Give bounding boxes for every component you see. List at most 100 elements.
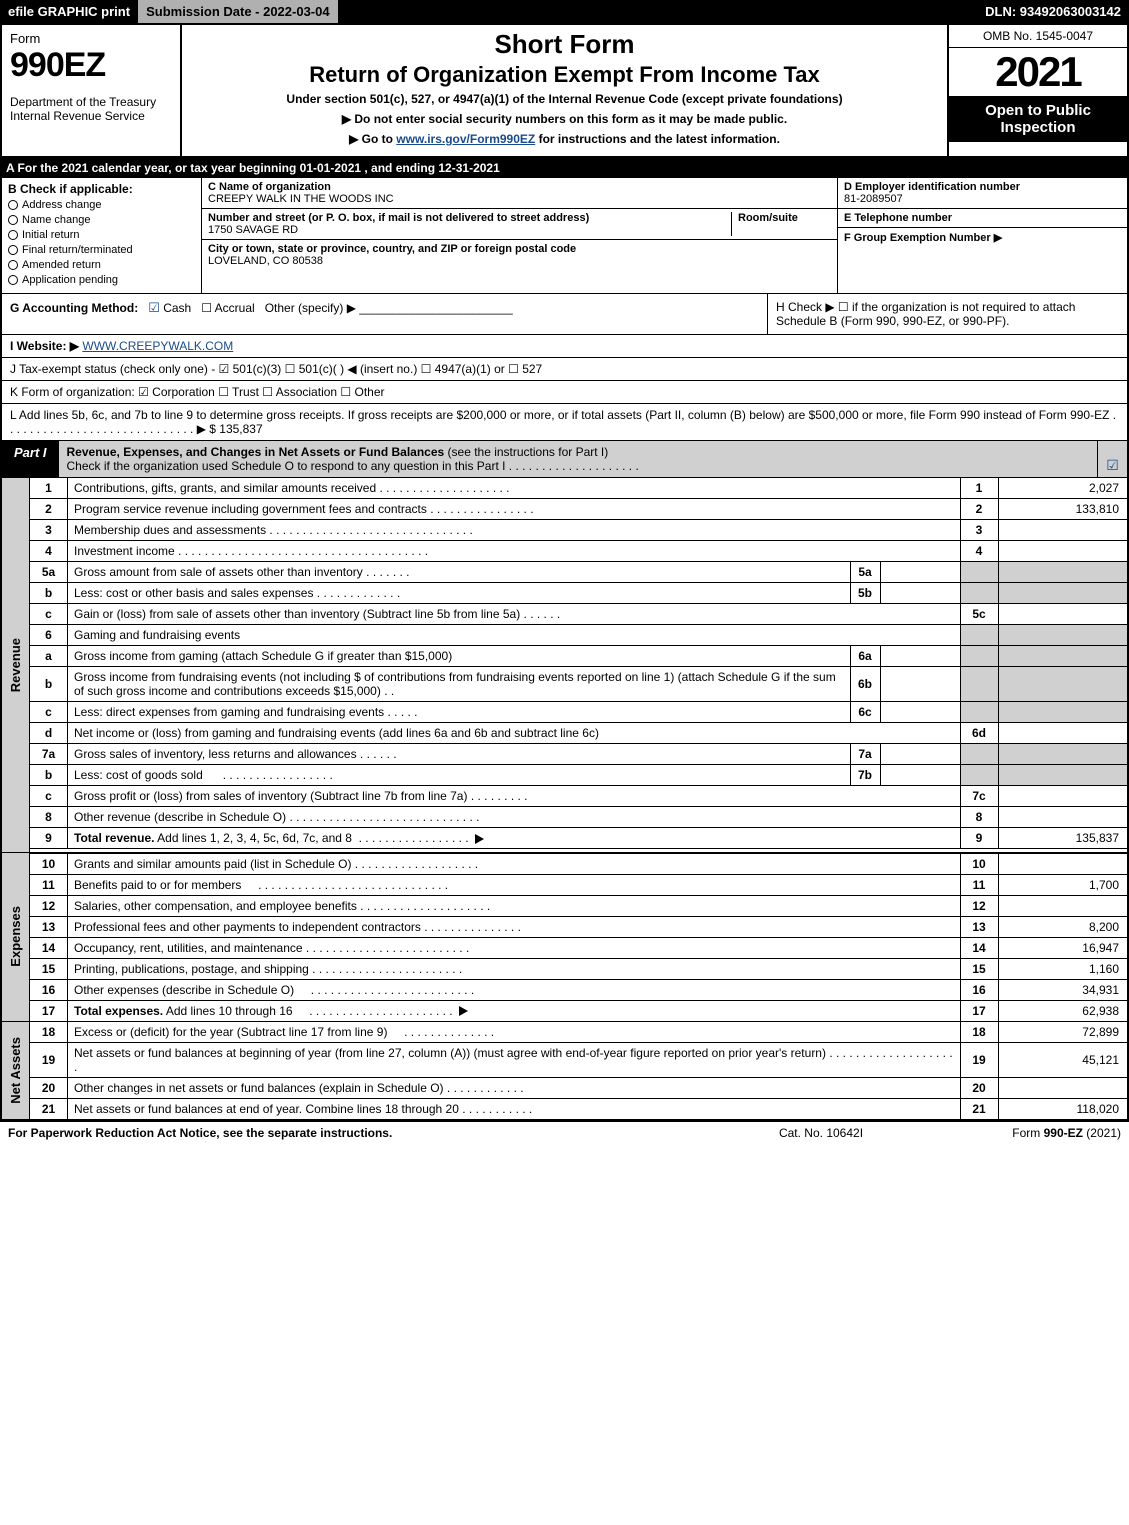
checkbox-name-change[interactable]: Name change xyxy=(8,214,195,226)
line-6b: bGross income from fundraising events (n… xyxy=(1,667,1128,702)
part-1-title: Revenue, Expenses, and Changes in Net As… xyxy=(59,441,1097,477)
line-3: 3Membership dues and assessments . . . .… xyxy=(1,520,1128,541)
section-f: F Group Exemption Number ▶ xyxy=(838,228,1127,247)
part-1-header: Part I Revenue, Expenses, and Changes in… xyxy=(0,441,1129,478)
section-j: J Tax-exempt status (check only one) - ☑… xyxy=(0,358,1129,381)
group-exemption-label: F Group Exemption Number ▶ xyxy=(844,232,1002,244)
checkbox-address-change[interactable]: Address change xyxy=(8,199,195,211)
line-13: 13Professional fees and other payments t… xyxy=(1,916,1128,937)
section-i: I Website: ▶ WWW.CREEPYWALK.COM xyxy=(0,335,1129,358)
ein: 81-2089507 xyxy=(844,193,903,205)
city-row: City or town, state or province, country… xyxy=(202,240,837,270)
tax-year: 2021 xyxy=(949,48,1127,96)
footer-mid: Cat. No. 10642I xyxy=(721,1126,921,1140)
line-1: Revenue1Contributions, gifts, grants, an… xyxy=(1,478,1128,499)
line-6c: cLess: direct expenses from gaming and f… xyxy=(1,702,1128,723)
line-6: 6Gaming and fundraising events xyxy=(1,625,1128,646)
line-10: Expenses10Grants and similar amounts pai… xyxy=(1,853,1128,875)
section-c: C Name of organization CREEPY WALK IN TH… xyxy=(202,178,837,293)
instruction-2: ▶ Go to www.irs.gov/Form990EZ for instru… xyxy=(190,132,939,146)
section-d: D Employer identification number 81-2089… xyxy=(838,178,1127,209)
top-bar: efile GRAPHIC print Submission Date - 20… xyxy=(0,0,1129,23)
header-right: OMB No. 1545-0047 2021 Open to Public In… xyxy=(947,25,1127,156)
main-title: Return of Organization Exempt From Incom… xyxy=(190,62,939,88)
section-l: L Add lines 5b, 6c, and 7b to line 9 to … xyxy=(0,404,1129,441)
line-12: 12Salaries, other compensation, and empl… xyxy=(1,895,1128,916)
website-link[interactable]: WWW.CREEPYWALK.COM xyxy=(82,339,233,353)
line-20: 20Other changes in net assets or fund ba… xyxy=(1,1077,1128,1098)
line-6d: dNet income or (loss) from gaming and fu… xyxy=(1,723,1128,744)
footer-left: For Paperwork Reduction Act Notice, see … xyxy=(8,1126,721,1140)
line-14: 14Occupancy, rent, utilities, and mainte… xyxy=(1,937,1128,958)
topbar-spacer xyxy=(338,0,978,23)
line-7a: 7aGross sales of inventory, less returns… xyxy=(1,744,1128,765)
section-b: B Check if applicable: Address change Na… xyxy=(2,178,202,293)
org-name-label: C Name of organization xyxy=(208,181,331,193)
checkbox-amended-return[interactable]: Amended return xyxy=(8,259,195,271)
submission-date: Submission Date - 2022-03-04 xyxy=(138,0,338,23)
line-5b: bLess: cost or other basis and sales exp… xyxy=(1,583,1128,604)
footer-right: Form 990-EZ (2021) xyxy=(921,1126,1121,1140)
short-form-title: Short Form xyxy=(190,29,939,60)
ein-label: D Employer identification number xyxy=(844,181,1020,193)
line-2: 2Program service revenue including gover… xyxy=(1,499,1128,520)
section-b-header: B Check if applicable: xyxy=(8,182,195,196)
form-number: 990EZ xyxy=(10,46,172,85)
header-mid: Short Form Return of Organization Exempt… xyxy=(182,25,947,156)
checkbox-application-pending[interactable]: Application pending xyxy=(8,274,195,286)
line-21: 21Net assets or fund balances at end of … xyxy=(1,1098,1128,1120)
lines-table: Revenue1Contributions, gifts, grants, an… xyxy=(0,478,1129,1121)
line-5a: 5aGross amount from sale of assets other… xyxy=(1,562,1128,583)
info-grid: B Check if applicable: Address change Na… xyxy=(0,178,1129,294)
form-label: Form xyxy=(10,31,172,46)
info-right: D Employer identification number 81-2089… xyxy=(837,178,1127,293)
irs-link[interactable]: www.irs.gov/Form990EZ xyxy=(396,132,535,146)
omb-number: OMB No. 1545-0047 xyxy=(949,25,1127,48)
line-7c: cGross profit or (loss) from sales of in… xyxy=(1,786,1128,807)
section-e: E Telephone number xyxy=(838,209,1127,228)
city: LOVELAND, CO 80538 xyxy=(208,255,323,267)
line-8: 8Other revenue (describe in Schedule O) … xyxy=(1,807,1128,828)
footer: For Paperwork Reduction Act Notice, see … xyxy=(0,1121,1129,1144)
city-label: City or town, state or province, country… xyxy=(208,243,576,255)
revenue-label: Revenue xyxy=(8,638,23,692)
address-row: Number and street (or P. O. box, if mail… xyxy=(202,209,837,240)
header-left: Form 990EZ Department of the Treasury In… xyxy=(2,25,182,156)
section-g: G Accounting Method: ☑ Cash ☐ Accrual Ot… xyxy=(2,294,767,334)
line-6a: aGross income from gaming (attach Schedu… xyxy=(1,646,1128,667)
line-4: 4Investment income . . . . . . . . . . .… xyxy=(1,541,1128,562)
section-h: H Check ▶ ☐ if the organization is not r… xyxy=(767,294,1127,334)
subtitle: Under section 501(c), 527, or 4947(a)(1)… xyxy=(190,92,939,106)
netassets-label: Net Assets xyxy=(8,1037,23,1104)
address: 1750 SAVAGE RD xyxy=(208,224,298,236)
dln: DLN: 93492063003142 xyxy=(977,0,1129,23)
section-a: A For the 2021 calendar year, or tax yea… xyxy=(0,158,1129,178)
line-7b: bLess: cost of goods sold . . . . . . . … xyxy=(1,765,1128,786)
form-header: Form 990EZ Department of the Treasury In… xyxy=(0,23,1129,158)
room-label: Room/suite xyxy=(738,212,798,224)
address-label: Number and street (or P. O. box, if mail… xyxy=(208,212,589,224)
instr2-pre: ▶ Go to xyxy=(349,132,396,146)
org-name: CREEPY WALK IN THE WOODS INC xyxy=(208,193,394,205)
line-17: 17Total expenses. Add lines 10 through 1… xyxy=(1,1000,1128,1021)
instr2-post: for instructions and the latest informat… xyxy=(535,132,780,146)
department: Department of the Treasury Internal Reve… xyxy=(10,95,172,123)
line-19: 19Net assets or fund balances at beginni… xyxy=(1,1042,1128,1077)
efile-print[interactable]: efile GRAPHIC print xyxy=(0,0,138,23)
line-11: 11Benefits paid to or for members . . . … xyxy=(1,874,1128,895)
cash-checkmark: ☑ xyxy=(148,300,160,315)
part-1-check: ☑ xyxy=(1097,441,1127,477)
line-5c: cGain or (loss) from sale of assets othe… xyxy=(1,604,1128,625)
part-1-label: Part I xyxy=(2,441,59,477)
line-15: 15Printing, publications, postage, and s… xyxy=(1,958,1128,979)
line-18: Net Assets18Excess or (deficit) for the … xyxy=(1,1021,1128,1042)
instruction-1: ▶ Do not enter social security numbers o… xyxy=(190,112,939,126)
org-name-row: C Name of organization CREEPY WALK IN TH… xyxy=(202,178,837,209)
checkbox-initial-return[interactable]: Initial return xyxy=(8,229,195,241)
line-9: 9Total revenue. Add lines 1, 2, 3, 4, 5c… xyxy=(1,828,1128,849)
line-16: 16Other expenses (describe in Schedule O… xyxy=(1,979,1128,1000)
checkbox-final-return[interactable]: Final return/terminated xyxy=(8,244,195,256)
gh-row: G Accounting Method: ☑ Cash ☐ Accrual Ot… xyxy=(0,294,1129,335)
open-public: Open to Public Inspection xyxy=(949,96,1127,142)
section-k: K Form of organization: ☑ Corporation ☐ … xyxy=(0,381,1129,404)
